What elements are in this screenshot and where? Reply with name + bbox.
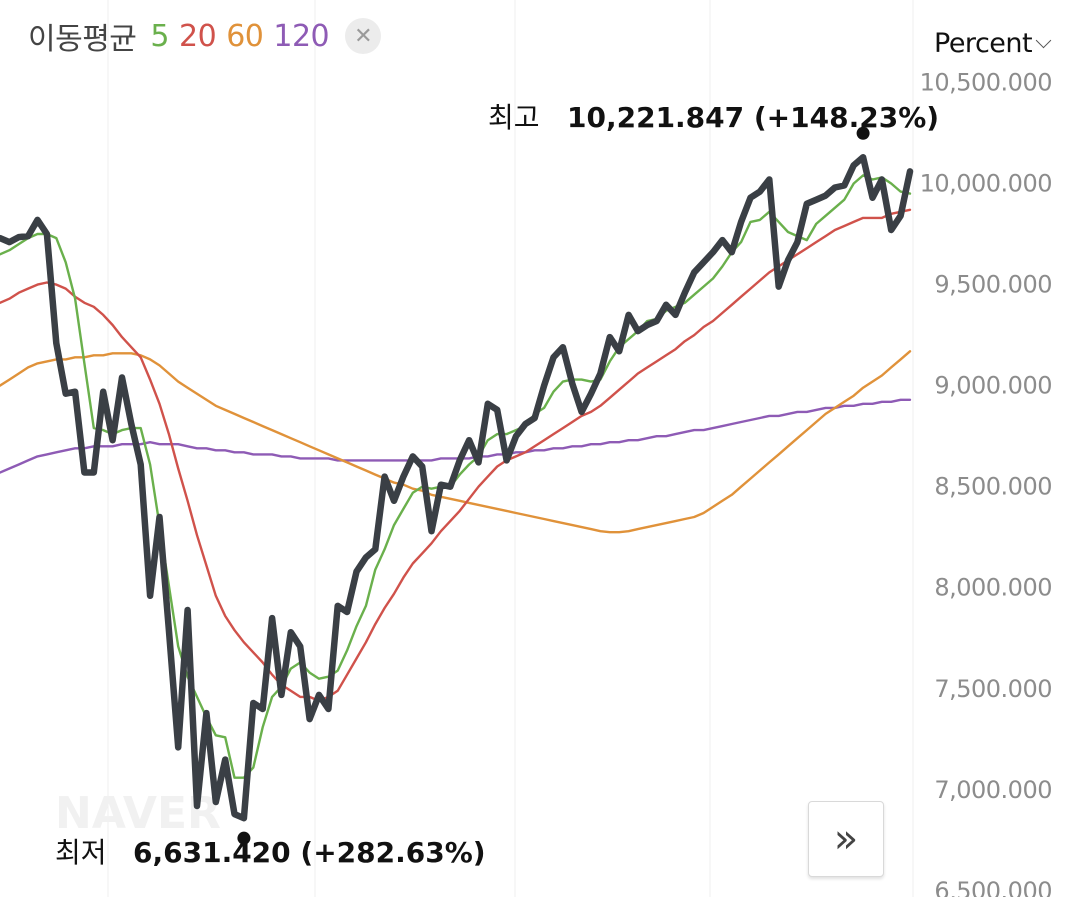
- y-tick-label-3: 9,000.000: [934, 372, 1052, 400]
- close-icon[interactable]: ✕: [345, 18, 382, 54]
- legend-item-ma20: 20: [179, 18, 217, 54]
- extreme-annotations: 최고 10,221.847 (+148.23%) 최저 6,631.420 (+…: [55, 101, 939, 869]
- scroll-latest-button[interactable]: »: [808, 801, 884, 877]
- ma-line-120: [0, 398, 912, 474]
- double-chevron-right-icon: »: [833, 816, 859, 862]
- high-label: 최고: [488, 101, 540, 134]
- legend-item-ma5: 5: [150, 18, 169, 54]
- chart-grid: [107, 0, 914, 897]
- high-value: 10,221.847 (+148.23%): [567, 101, 939, 134]
- legend-item-ma120: 120: [273, 18, 330, 54]
- high-point-marker: [856, 126, 870, 140]
- y-tick-label-4: 8,500.000: [934, 473, 1052, 501]
- chevron-down-icon: [1035, 32, 1052, 49]
- y-tick-label-2: 9,500.000: [934, 271, 1052, 299]
- unit-selector[interactable]: Percent: [934, 28, 1052, 59]
- y-axis: 10,500.000 10,000.000 9,500.000 9,000.000 8,…: [920, 68, 1053, 897]
- y-tick-label-6: 7,500.000: [934, 675, 1052, 703]
- y-tick-label-8: 6,500.000: [934, 877, 1052, 897]
- y-tick-label-7: 7,000.000: [934, 776, 1052, 804]
- y-tick-label-0: 10,500.000: [920, 68, 1052, 96]
- low-point-marker: [237, 831, 251, 845]
- naver-watermark: NAVER: [55, 788, 221, 839]
- price-series: [0, 153, 914, 822]
- legend-title: 이동평균: [28, 22, 137, 57]
- legend-item-ma60: 60: [226, 18, 264, 54]
- moving-average-legend: 이동평균 5 20 60 120 ✕: [28, 14, 382, 58]
- ma-line-20: [0, 208, 912, 703]
- unit-label: Percent: [934, 28, 1033, 59]
- price-line: [0, 153, 914, 822]
- y-tick-label-5: 8,000.000: [934, 574, 1052, 602]
- ma-line-60: [0, 350, 912, 534]
- low-label: 최저: [55, 836, 107, 869]
- low-value: 6,631.420 (+282.63%): [133, 836, 486, 869]
- y-tick-label-1: 10,000.000: [920, 170, 1052, 198]
